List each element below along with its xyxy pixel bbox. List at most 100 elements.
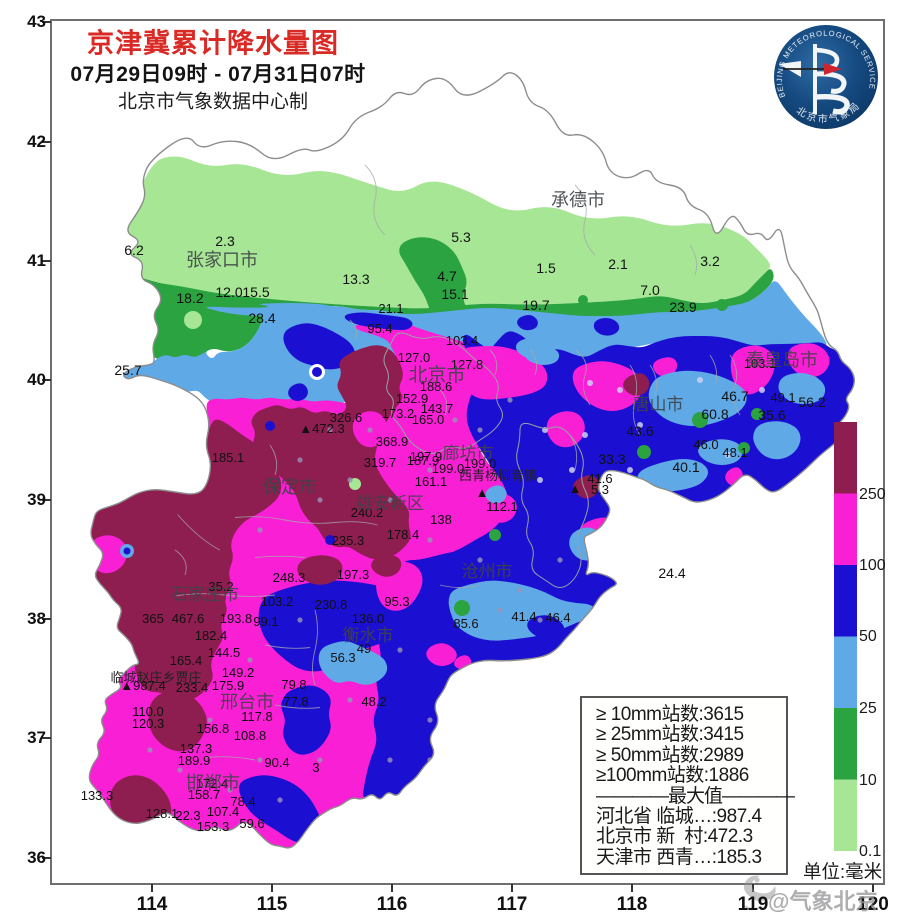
svg-text:199.0: 199.0	[432, 461, 465, 476]
svg-text:193.8: 193.8	[220, 611, 253, 626]
svg-text:178.4: 178.4	[387, 527, 420, 542]
svg-text:233.4: 233.4	[176, 680, 209, 695]
svg-text:100: 100	[859, 557, 886, 574]
svg-text:▲987.4: ▲987.4	[120, 678, 165, 693]
svg-text:156.8: 156.8	[197, 721, 230, 736]
svg-text:173.2: 173.2	[382, 406, 415, 421]
svg-text:136.0: 136.0	[352, 611, 385, 626]
svg-text:41.4: 41.4	[511, 609, 536, 624]
svg-text:13.3: 13.3	[342, 271, 369, 287]
svg-text:230.8: 230.8	[315, 597, 348, 612]
svg-text:60.8: 60.8	[701, 406, 728, 422]
svg-text:158.7: 158.7	[188, 787, 221, 802]
svg-text:319.7: 319.7	[364, 455, 397, 470]
svg-text:133.3: 133.3	[81, 788, 114, 803]
svg-text:邯郸市: 邯郸市	[186, 773, 240, 793]
svg-text:雄安新区: 雄安新区	[356, 494, 424, 513]
svg-text:41.6: 41.6	[587, 471, 612, 486]
svg-text:108.8: 108.8	[234, 728, 267, 743]
svg-text:120.3: 120.3	[132, 716, 165, 731]
svg-text:邢台市: 邢台市	[220, 692, 274, 712]
svg-text:197.9: 197.9	[410, 449, 443, 464]
svg-text:240.2: 240.2	[351, 505, 384, 520]
svg-text:128.1: 128.1	[146, 806, 179, 821]
svg-text:107.4: 107.4	[207, 804, 240, 819]
svg-text:189.9: 189.9	[178, 753, 211, 768]
svg-text:临城赵庄乡贾庄: 临城赵庄乡贾庄	[110, 670, 201, 685]
svg-text:197.3: 197.3	[337, 567, 370, 582]
svg-text:廊坊市: 廊坊市	[443, 444, 494, 463]
svg-text:137.3: 137.3	[180, 741, 213, 756]
svg-text:103.2: 103.2	[261, 594, 294, 609]
svg-text:25: 25	[859, 700, 877, 717]
svg-text:50: 50	[859, 628, 877, 645]
svg-text:248.3: 248.3	[273, 570, 306, 585]
svg-text:唐山市: 唐山市	[633, 394, 684, 414]
svg-text:153.3: 153.3	[197, 819, 230, 834]
svg-text:3.2: 3.2	[700, 253, 720, 269]
svg-text:1.5: 1.5	[536, 260, 556, 276]
svg-text:43.6: 43.6	[626, 423, 653, 439]
svg-text:35.6: 35.6	[758, 407, 785, 423]
svg-text:103.4: 103.4	[446, 333, 479, 348]
svg-text:15.5: 15.5	[242, 284, 269, 300]
svg-text:19.7: 19.7	[522, 297, 549, 313]
svg-text:161.1: 161.1	[415, 474, 448, 489]
svg-text:152.9: 152.9	[396, 391, 429, 406]
svg-text:35.2: 35.2	[208, 579, 233, 594]
svg-text:250: 250	[859, 486, 886, 503]
svg-text:235.3: 235.3	[332, 533, 365, 548]
svg-text:33.3: 33.3	[598, 451, 625, 467]
svg-text:127.8: 127.8	[451, 357, 484, 372]
svg-text:165.4: 165.4	[170, 653, 203, 668]
svg-text:40.1: 40.1	[672, 459, 699, 475]
svg-text:2.3: 2.3	[215, 233, 235, 249]
svg-text:28.4: 28.4	[248, 310, 275, 326]
svg-text:3: 3	[312, 760, 319, 775]
svg-text:北京市: 北京市	[408, 364, 465, 386]
svg-text:110.0: 110.0	[132, 704, 164, 719]
svg-text:56.2: 56.2	[798, 394, 825, 410]
svg-text:▲472.3: ▲472.3	[299, 421, 344, 436]
svg-text:99.1: 99.1	[253, 614, 278, 629]
svg-text:112.1: 112.1	[486, 499, 518, 514]
svg-text:182.4: 182.4	[195, 628, 228, 643]
svg-text:49: 49	[357, 641, 371, 656]
svg-text:95.4: 95.4	[367, 321, 392, 336]
svg-text:48.2: 48.2	[361, 694, 386, 709]
svg-text:56.3: 56.3	[330, 650, 355, 665]
svg-text:144.5: 144.5	[208, 645, 241, 660]
svg-text:24.4: 24.4	[658, 565, 685, 581]
svg-text:78.4: 78.4	[230, 794, 255, 809]
svg-text:23.9: 23.9	[669, 299, 696, 315]
svg-text:5.3: 5.3	[591, 482, 609, 497]
svg-text:77.8: 77.8	[283, 694, 308, 709]
svg-text:10: 10	[859, 772, 877, 789]
svg-text:117.8: 117.8	[241, 709, 273, 724]
svg-text:石家庄市: 石家庄市	[171, 585, 239, 604]
svg-text:95.3: 95.3	[384, 594, 409, 609]
svg-text:90.4: 90.4	[264, 755, 289, 770]
svg-text:368.9: 368.9	[376, 434, 409, 449]
svg-text:365: 365	[142, 611, 164, 626]
svg-text:326.6: 326.6	[330, 410, 363, 425]
svg-text:2.1: 2.1	[608, 256, 628, 272]
svg-text:143.7: 143.7	[421, 401, 454, 416]
svg-text:0.1: 0.1	[859, 843, 881, 860]
svg-text:467.6: 467.6	[172, 611, 205, 626]
svg-text:187.9: 187.9	[407, 453, 440, 468]
svg-text:165.0: 165.0	[412, 412, 445, 427]
svg-text:保定市: 保定市	[263, 477, 317, 497]
svg-text:59.6: 59.6	[239, 816, 264, 831]
svg-text:85.6: 85.6	[453, 616, 478, 631]
svg-text:沧州市: 沧州市	[462, 562, 513, 581]
svg-text:79.8: 79.8	[281, 677, 306, 692]
svg-text:22.3: 22.3	[175, 808, 200, 823]
svg-text:188.6: 188.6	[420, 379, 453, 394]
svg-text:▲: ▲	[569, 481, 582, 496]
svg-text:15.1: 15.1	[441, 286, 468, 302]
svg-text:21.1: 21.1	[378, 301, 403, 316]
svg-text:46.0: 46.0	[693, 437, 718, 452]
svg-text:秦皇岛市: 秦皇岛市	[746, 350, 818, 370]
svg-text:48.1: 48.1	[722, 445, 747, 460]
